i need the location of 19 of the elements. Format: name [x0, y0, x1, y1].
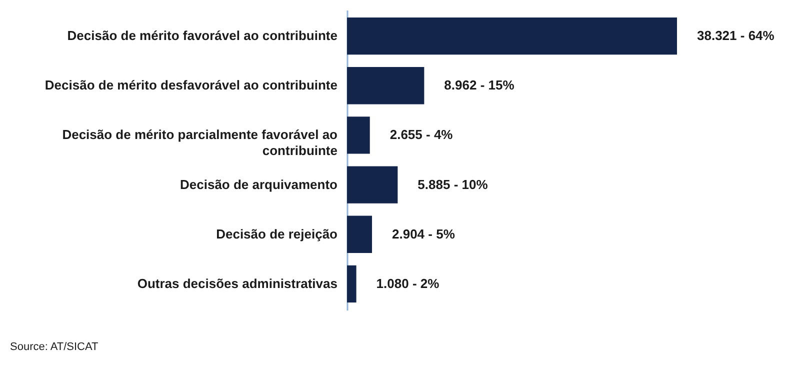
- bar: [347, 265, 356, 303]
- data-label: 5.885 - 10%: [418, 176, 488, 192]
- y-tick-label: Outras decisões administrativas: [137, 276, 338, 291]
- bar: [347, 116, 370, 154]
- data-label: 2.904 - 5%: [392, 226, 456, 242]
- y-tick-label: Decisão de arquivamento: [180, 176, 338, 192]
- data-label: 8.962 - 15%: [444, 78, 515, 93]
- y-tick-label: Decisão de mérito desfavorável ao contribuinte: [44, 78, 338, 93]
- bar: [347, 67, 424, 104]
- bar: [347, 166, 398, 204]
- data-label: 2.655 - 4%: [390, 127, 454, 142]
- data-label: 38.321 - 64%: [697, 28, 775, 44]
- y-tick-label: Decisão de mérito favorável ao contribuinte: [67, 28, 338, 44]
- bar: [347, 17, 677, 55]
- y-tick-label: Decisão de rejeição: [216, 226, 338, 242]
- data-label: 1.080 - 2%: [376, 276, 440, 291]
- source-note: Source: AT/SICAT: [10, 341, 99, 353]
- y-tick-label: Decisão de mérito parcialmente favorável ao contribuinte: [62, 127, 338, 158]
- bar: [347, 216, 372, 253]
